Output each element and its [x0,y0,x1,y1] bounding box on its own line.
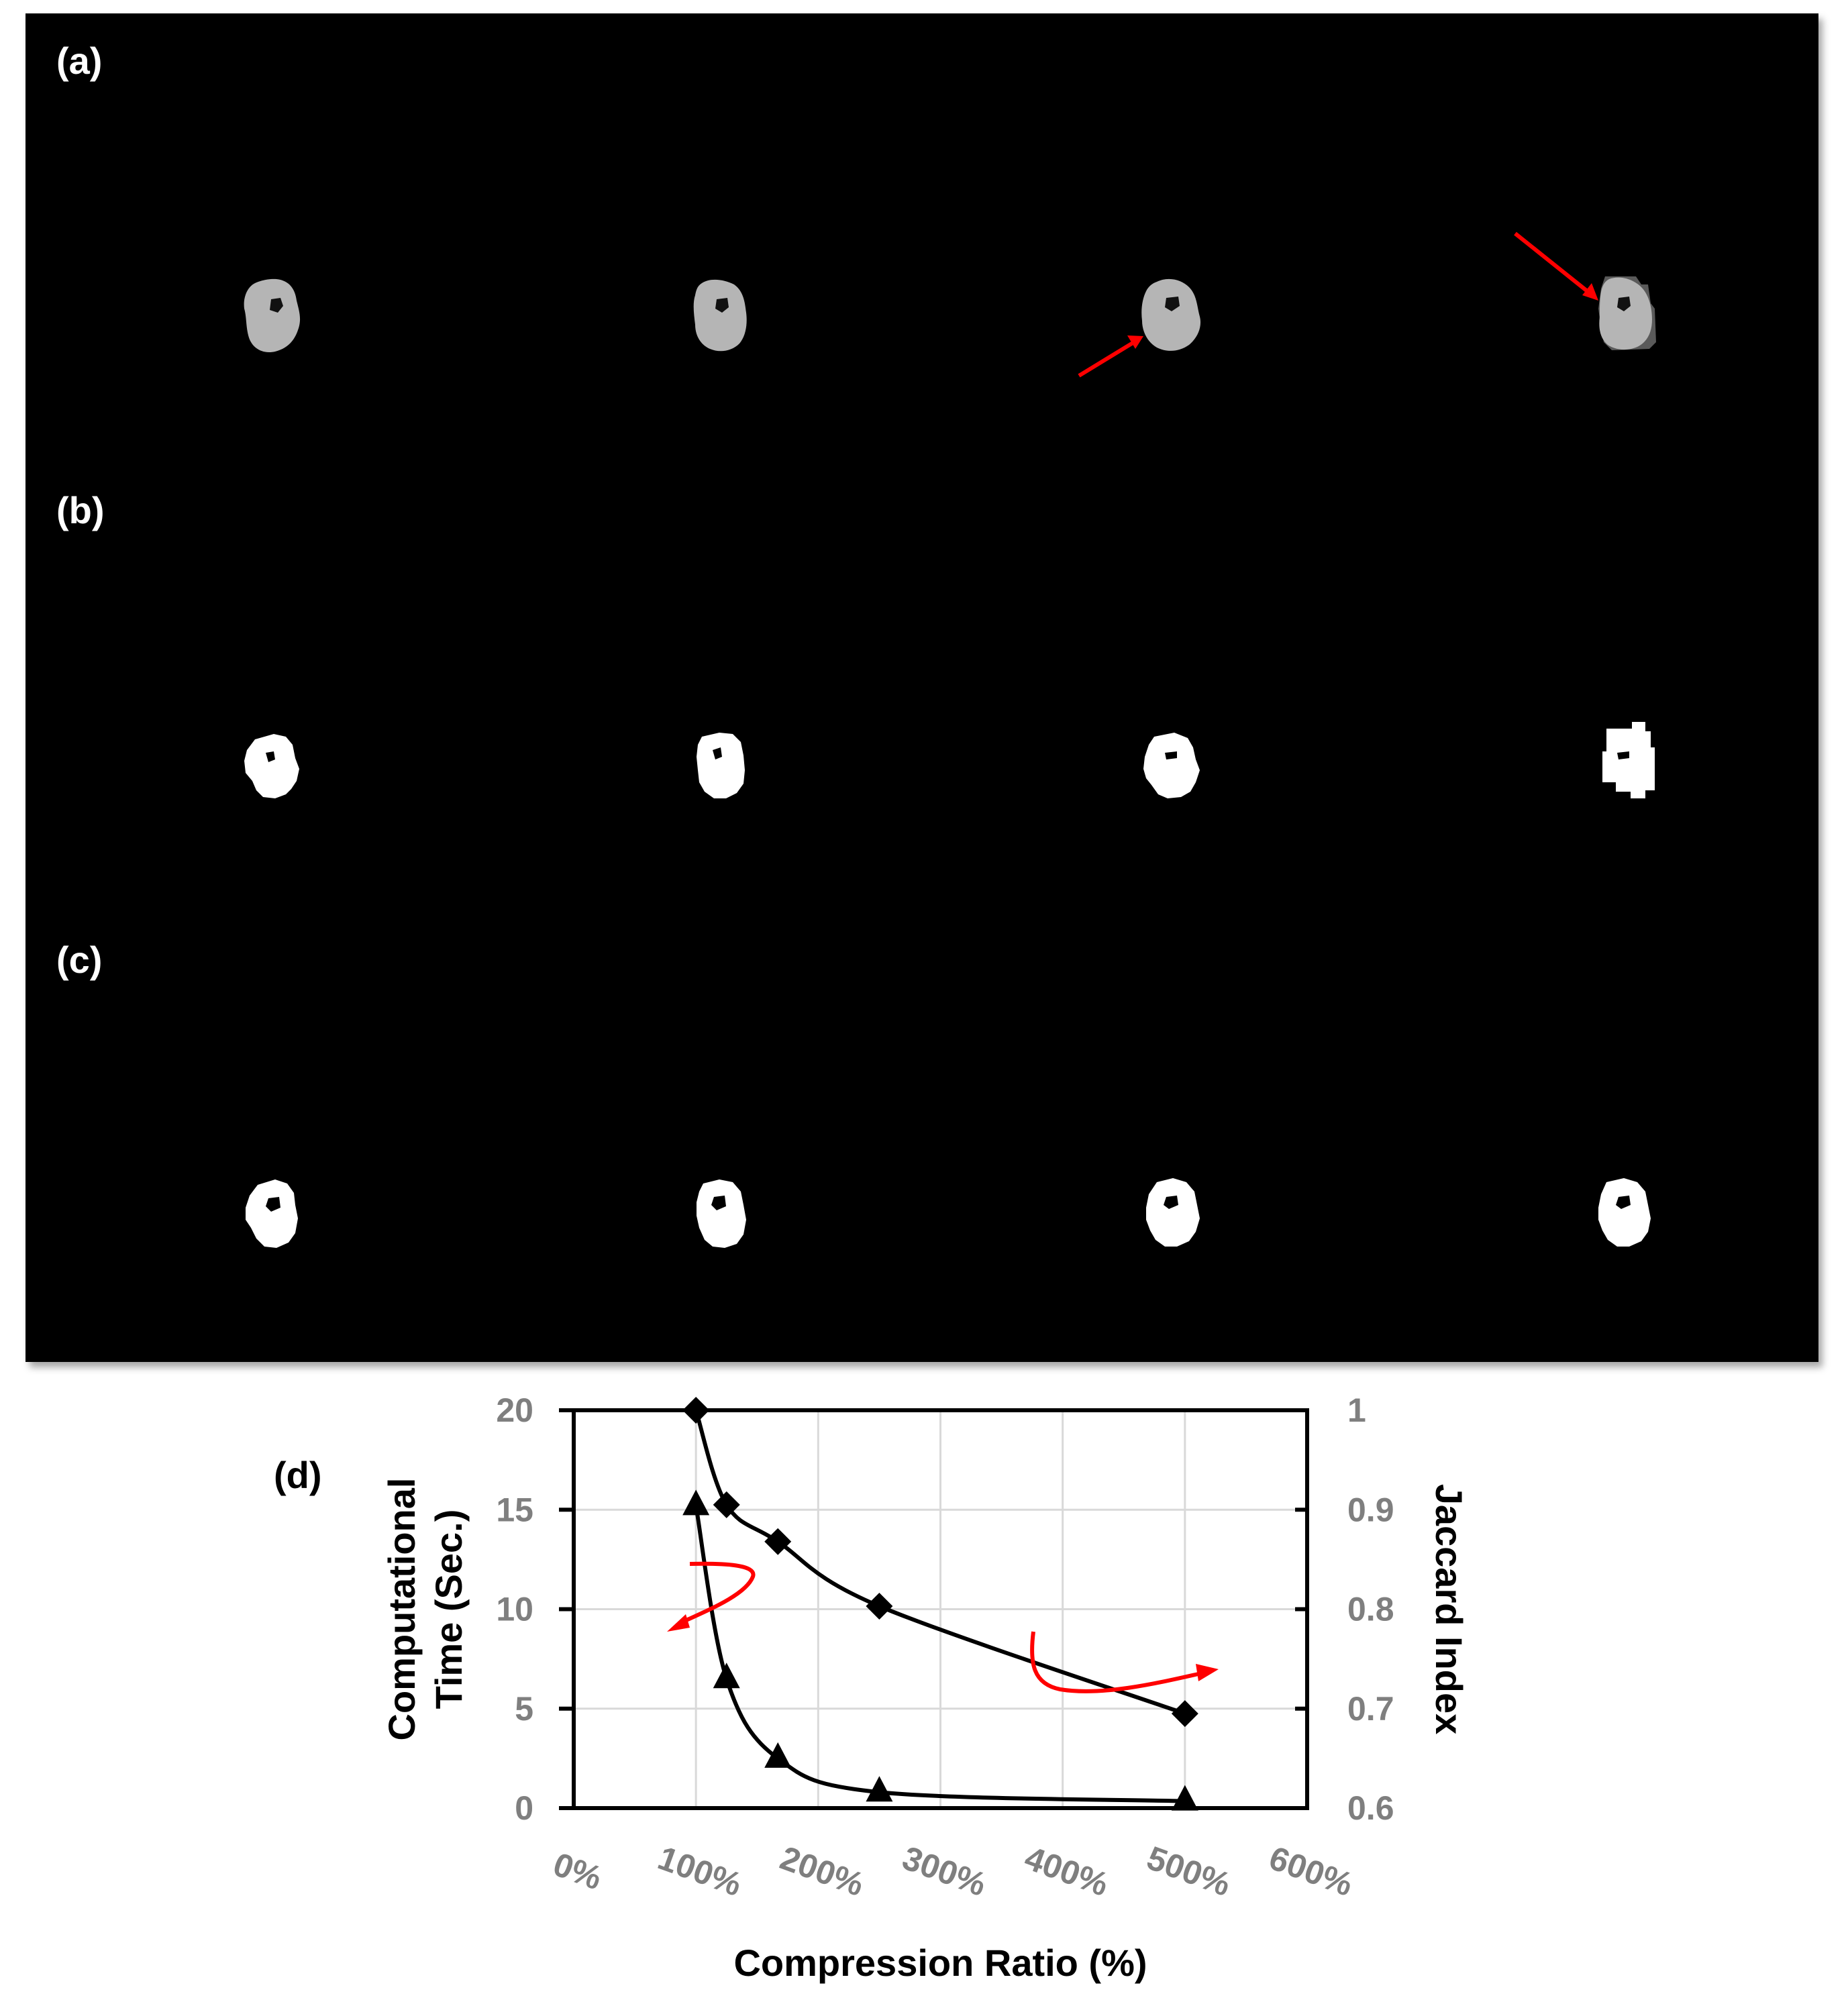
right-arrow-annotation [1030,1631,1199,1693]
image-c-1: (c) [25,912,474,1362]
x-tick-label: 600% [1264,1839,1357,1903]
image-b-3 [922,463,1370,912]
diamond-marker [1171,1700,1198,1728]
chart-grid [574,1410,1307,1808]
annotation-arrows [667,1561,1219,1693]
left-arrow-head [667,1614,690,1632]
x-tick-label: 0% [548,1845,607,1897]
y-right-tick-label: 0.9 [1347,1491,1394,1528]
tumour-mask-shape [1143,733,1200,798]
y-right-tick-label: 1 [1347,1391,1366,1429]
y-axis-left-title-line2: Time (Sec.) [427,1510,470,1709]
row-a-grayscale: (a) [25,13,1818,463]
x-tick-label: 100% [653,1839,746,1903]
compression-chart: (d) 0% 100% 200% 300% 400% 500% 600%0 0.65 0.710… [274,1391,1470,1984]
x-tick-label: 200% [775,1839,868,1903]
image-a-2 [474,13,922,463]
tumour-mask-shape [1146,1178,1200,1247]
right-arrow-head [1196,1664,1219,1681]
y-right-tick-label: 0.8 [1347,1591,1394,1628]
triangle-marker [764,1742,792,1768]
y-left-tick-label: 20 [496,1391,533,1429]
tumour-gray-shape [693,279,747,352]
panel-label-d: (d) [274,1454,322,1496]
image-c-3 [922,912,1370,1362]
y-right-tick-label: 0.7 [1347,1690,1394,1728]
x-tick-label: 400% [1020,1839,1113,1903]
chart-series [682,1397,1198,1811]
image-b-4 [1370,463,1818,912]
y-right-tick-label: 0.6 [1347,1789,1394,1827]
y-axis-left-title-line1: Computational [380,1478,423,1741]
image-a-4 [1370,13,1818,463]
axis-ticks [559,1408,1307,1810]
triangle-marker [713,1663,740,1689]
tumour-mask-shape [697,1179,746,1248]
panel-label-a: (a) [56,40,103,82]
diamond-marker [764,1528,792,1555]
x-axis-title: Compression Ratio (%) [733,1942,1147,1984]
tumour-mask-shape [244,734,299,798]
panel-label-c: (c) [56,939,103,981]
x-tick-label: 300% [898,1839,991,1903]
row-b-masks: (b) [25,463,1818,912]
triangle-marker [682,1489,710,1516]
diamond-marker [682,1397,710,1424]
triangle-marker [1171,1785,1198,1811]
image-a-3 [922,13,1370,463]
tumour-mask-shape [1602,722,1655,798]
image-c-4 [1370,912,1818,1362]
x-tick-label: 500% [1142,1839,1235,1903]
panel-label-b: (b) [56,489,105,531]
row-c-ground-truth: (c) [25,912,1818,1362]
tumour-gray-shape [244,278,301,353]
tumour-gray-shape [1514,231,1656,350]
triangle-marker [866,1776,893,1802]
image-b-2 [474,463,922,912]
y-left-tick-label: 0 [515,1789,533,1827]
segmentation-image-grid: (a) [25,13,1818,1362]
diamond-marker [713,1491,740,1518]
diamond-marker [866,1593,893,1620]
tick-labels: 0% 100% 200% 300% 400% 500% 600% 0 0.6 5 0.7 10 0.8 1… [496,1391,1394,1903]
tumour-mask-shape [246,1179,298,1248]
tumour-mask-shape [697,733,745,798]
series-1-line [694,1410,1186,1716]
left-arrow-annotation [680,1561,756,1624]
y-left-tick-label: 10 [496,1591,533,1628]
image-b-1: (b) [25,463,474,912]
tumour-mask-shape [1598,1178,1651,1247]
y-axis-right-title: Jaccard Index [1428,1484,1470,1735]
tumour-gray-shape [1078,278,1201,378]
image-a-1: (a) [25,13,474,463]
image-c-2 [474,912,922,1362]
y-left-tick-label: 5 [515,1690,533,1728]
y-left-tick-label: 15 [496,1491,533,1528]
y-axis-left-title: Computational [380,1478,423,1741]
